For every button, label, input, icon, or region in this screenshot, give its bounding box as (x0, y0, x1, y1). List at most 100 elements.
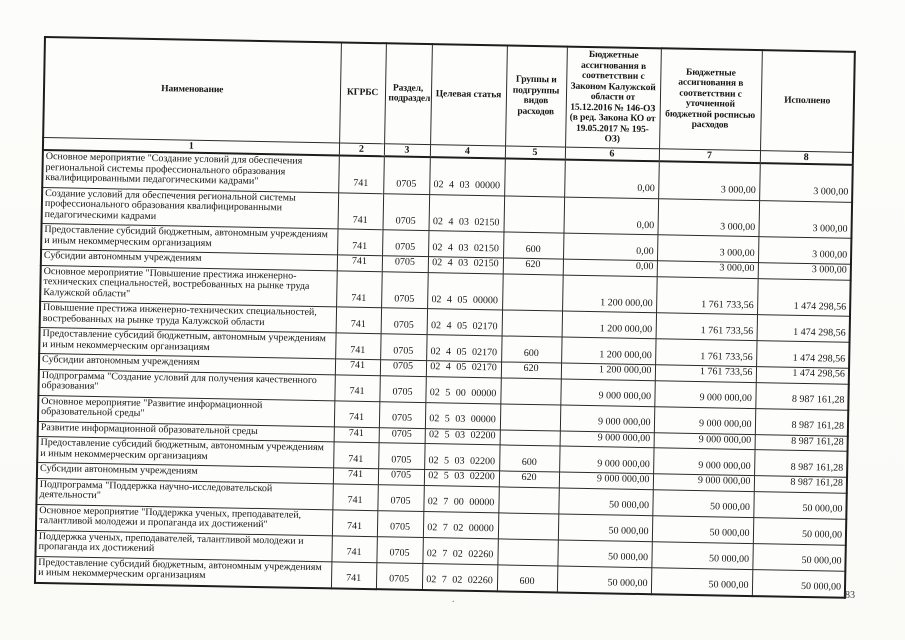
row-target-cell: 02 7 02 00000 (422, 511, 499, 539)
table-body: Основное мероприятие "Создание условий д… (34, 149, 853, 598)
row-section-cell: 0705 (379, 359, 427, 377)
row-group-cell: 600 (503, 231, 564, 260)
row-kgrbs-cell: 741 (330, 561, 377, 589)
col-header-executed: Исполнено (760, 50, 855, 152)
row-target-cell: 02 7 02 02260 (422, 537, 498, 565)
row-updated-amount-cell: 9 000 000,00 (654, 380, 756, 409)
row-section-cell: 0705 (383, 156, 430, 195)
row-group-cell (497, 512, 559, 540)
row-group-cell (499, 429, 560, 447)
row-name-cell: Предоставление субсидий бюджетным, автон… (34, 555, 332, 588)
row-group-cell (502, 273, 563, 312)
row-target-cell: 02 5 03 02200 (423, 469, 500, 487)
row-target-cell: 02 4 05 02170 (426, 308, 503, 336)
row-updated-amount-cell: 1 761 733,56 (655, 312, 758, 341)
row-target-cell: 02 5 00 00000 (425, 376, 501, 404)
row-section-cell: 0705 (376, 510, 424, 538)
row-group-cell (499, 403, 561, 431)
row-target-cell: 02 4 05 02170 (425, 360, 502, 378)
row-law-amount-cell: 0,00 (562, 259, 657, 277)
row-law-amount-cell: 1 200 000,00 (560, 363, 656, 381)
row-executed-amount-cell: 1 474 298,56 (757, 278, 851, 317)
row-executed-amount-cell: 3 000,00 (759, 163, 853, 202)
row-group-cell (501, 309, 563, 338)
row-target-cell: 02 5 03 02200 (424, 443, 500, 471)
row-section-cell: 0705 (378, 442, 425, 470)
row-updated-amount-cell: 50 000,00 (652, 489, 754, 518)
row-name-cell: Создание условий для обеспечения региона… (41, 186, 339, 229)
row-updated-amount-cell: 50 000,00 (651, 541, 753, 570)
row-executed-amount-cell: 8 987 161,28 (755, 382, 849, 410)
column-number-4: 4 (429, 144, 506, 159)
row-law-amount-cell: 9 000 000,00 (560, 378, 655, 407)
row-executed-amount-cell: 8 987 161,28 (754, 434, 848, 452)
row-target-cell: 02 7 00 00000 (423, 485, 499, 513)
column-number-2: 2 (338, 142, 385, 157)
row-target-cell: 02 4 03 02150 (427, 256, 504, 274)
row-group-cell: 600 (499, 444, 560, 473)
row-group-cell (504, 158, 565, 197)
row-updated-amount-cell: 3 000,00 (656, 260, 758, 279)
row-executed-amount-cell: 3 000,00 (757, 262, 851, 280)
row-executed-amount-cell: 3 000,00 (758, 200, 853, 239)
row-law-amount-cell: 9 000 000,00 (558, 472, 654, 490)
row-name-cell: Основное мероприятие "Создание условий д… (42, 149, 339, 193)
row-target-cell: 02 5 03 00000 (424, 402, 501, 430)
row-target-cell: 02 4 05 02170 (426, 334, 502, 362)
row-target-cell: 02 5 03 02200 (424, 428, 500, 445)
row-updated-amount-cell: 1 761 733,56 (656, 276, 758, 315)
row-executed-amount-cell: 8 987 161,28 (754, 449, 848, 478)
row-kgrbs-cell: 741 (338, 155, 384, 194)
row-section-cell: 0705 (381, 255, 429, 273)
header-row: Наименование КГРБС Раздел, подраздел Цел… (43, 37, 855, 152)
row-kgrbs-cell: 741 (331, 509, 378, 537)
row-updated-amount-cell: 1 761 733,56 (654, 364, 757, 383)
row-executed-amount-cell: 1 474 298,56 (755, 366, 850, 384)
row-target-cell: 02 4 03 02150 (428, 194, 505, 232)
col-header-law-assignments: Бюджетные ассигнования в соответствии с … (565, 46, 661, 149)
row-group-cell: 620 (500, 361, 562, 379)
col-header-groups: Группы и подгруппы видов расходов (505, 45, 567, 147)
scan-artifact-dot: . (452, 594, 455, 605)
row-section-cell: 0705 (382, 229, 429, 257)
row-kgrbs-cell: 741 (335, 306, 382, 334)
row-section-cell: 0705 (375, 562, 423, 590)
row-section-cell: 0705 (380, 307, 428, 335)
col-header-name: Наименование (43, 37, 341, 143)
row-group-cell: 620 (502, 257, 563, 275)
row-kgrbs-cell: 741 (333, 400, 380, 428)
row-executed-amount-cell: 8 987 161,28 (753, 475, 848, 493)
row-executed-amount-cell: 8 987 161,28 (754, 408, 849, 436)
row-section-cell: 0705 (379, 375, 426, 403)
col-header-kgrbs: КГРБС (339, 42, 386, 144)
column-number-5: 5 (504, 145, 566, 160)
row-updated-amount-cell: 50 000,00 (651, 515, 754, 544)
row-kgrbs-cell: 741 (332, 467, 379, 485)
row-law-amount-cell: 50 000,00 (558, 487, 653, 516)
row-updated-amount-cell: 3 000,00 (658, 161, 760, 201)
row-kgrbs-cell: 741 (334, 358, 381, 376)
row-group-cell: 620 (498, 470, 560, 488)
row-updated-amount-cell: 9 000 000,00 (653, 432, 755, 450)
row-updated-amount-cell: 1 761 733,56 (655, 338, 757, 367)
row-group-cell: 600 (501, 335, 562, 364)
row-law-amount-cell: 0,00 (562, 233, 658, 261)
row-executed-amount-cell: 50 000,00 (752, 517, 847, 545)
row-law-amount-cell: 50 000,00 (557, 539, 652, 568)
row-updated-amount-cell: 3 000,00 (656, 234, 759, 263)
row-group-cell (497, 538, 558, 566)
row-law-amount-cell: 1 200 000,00 (561, 311, 657, 339)
col-header-target: Целевая статья (430, 44, 507, 146)
row-kgrbs-cell: 741 (335, 332, 381, 360)
row-section-cell: 0705 (378, 427, 425, 444)
row-section-cell: 0705 (381, 271, 428, 309)
row-law-amount-cell: 9 000 000,00 (559, 430, 654, 448)
row-executed-amount-cell: 50 000,00 (752, 543, 846, 571)
row-target-cell: 02 4 05 00000 (427, 272, 503, 310)
row-law-amount-cell: 1 200 000,00 (561, 337, 656, 365)
row-executed-amount-cell: 1 474 298,56 (756, 340, 850, 369)
row-kgrbs-cell: 741 (333, 426, 379, 443)
row-law-amount-cell: 9 000 000,00 (559, 446, 654, 474)
row-law-amount-cell: 9 000 000,00 (559, 404, 655, 433)
